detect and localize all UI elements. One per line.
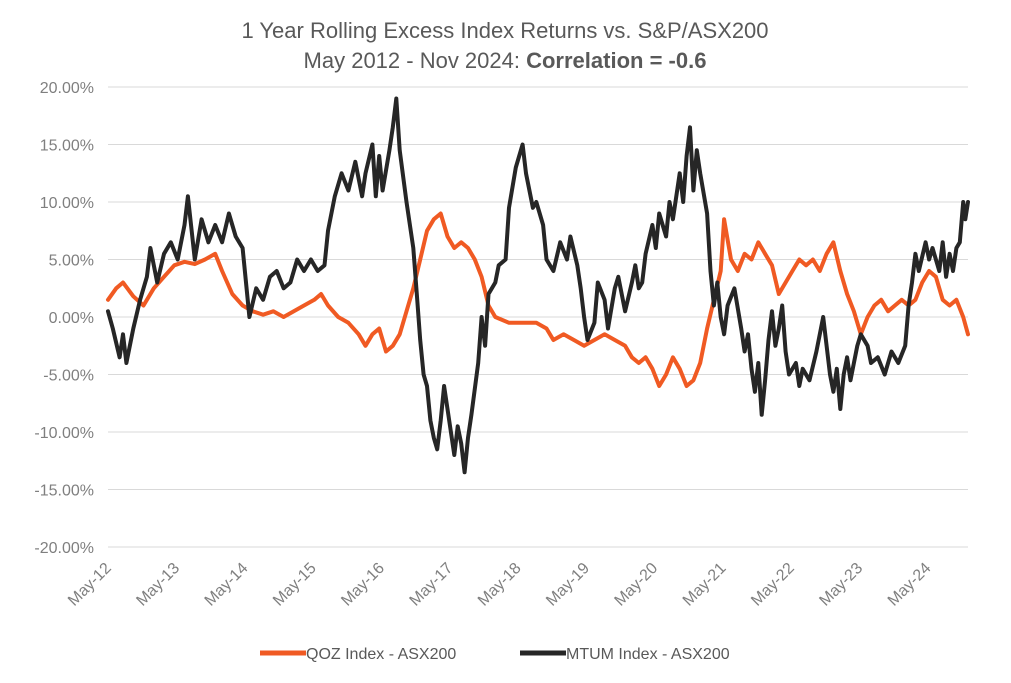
x-tick-label: May-13 (133, 560, 183, 610)
y-axis-tick-labels: 20.00% 15.00% 10.00% 5.00% 0.00% -5.00% -10.00… (34, 80, 94, 557)
x-tick-label: May-20 (612, 560, 662, 610)
y-tick-label: -15.00% (34, 483, 94, 500)
chart-subtitle-correlation: Correlation = -0.6 (526, 48, 706, 73)
series-line (106, 96, 970, 475)
y-tick-label: -10.00% (34, 425, 94, 442)
x-tick-label: May-18 (475, 560, 525, 610)
x-tick-label: May-24 (885, 560, 935, 610)
y-tick-label: -5.00% (43, 368, 94, 385)
series-line (106, 211, 970, 388)
legend: QOZ Index - ASX200 MTUM Index - ASX200 (260, 646, 730, 663)
x-tick-label: May-12 (65, 560, 115, 610)
x-tick-label: May-23 (816, 560, 866, 610)
x-tick-label: May-17 (407, 560, 457, 610)
chart-subtitle-prefix: May 2012 - Nov 2024: (304, 48, 527, 73)
x-tick-label: May-19 (543, 560, 593, 610)
x-tick-label: May-14 (202, 560, 252, 610)
chart-subtitle: May 2012 - Nov 2024: Correlation = -0.6 (304, 48, 707, 73)
legend-label: QOZ Index - ASX200 (306, 646, 456, 663)
series-lines (106, 96, 970, 475)
y-tick-label: -20.00% (34, 540, 94, 557)
y-tick-label: 20.00% (40, 80, 94, 97)
x-axis-tick-labels: May-12 May-13 May-14 May-15 May-16 May-17 May-… (65, 560, 935, 610)
legend-label: MTUM Index - ASX200 (566, 646, 730, 663)
y-tick-label: 15.00% (40, 138, 94, 155)
x-tick-label: May-16 (338, 560, 388, 610)
gridlines (108, 86, 968, 548)
y-tick-label: 5.00% (49, 253, 94, 270)
x-tick-label: May-22 (748, 560, 798, 610)
x-tick-label: May-15 (270, 560, 320, 610)
y-tick-label: 10.00% (40, 195, 94, 212)
x-tick-label: May-21 (680, 560, 730, 610)
chart-title: 1 Year Rolling Excess Index Returns vs. … (241, 18, 768, 43)
y-tick-label: 0.00% (49, 310, 94, 327)
